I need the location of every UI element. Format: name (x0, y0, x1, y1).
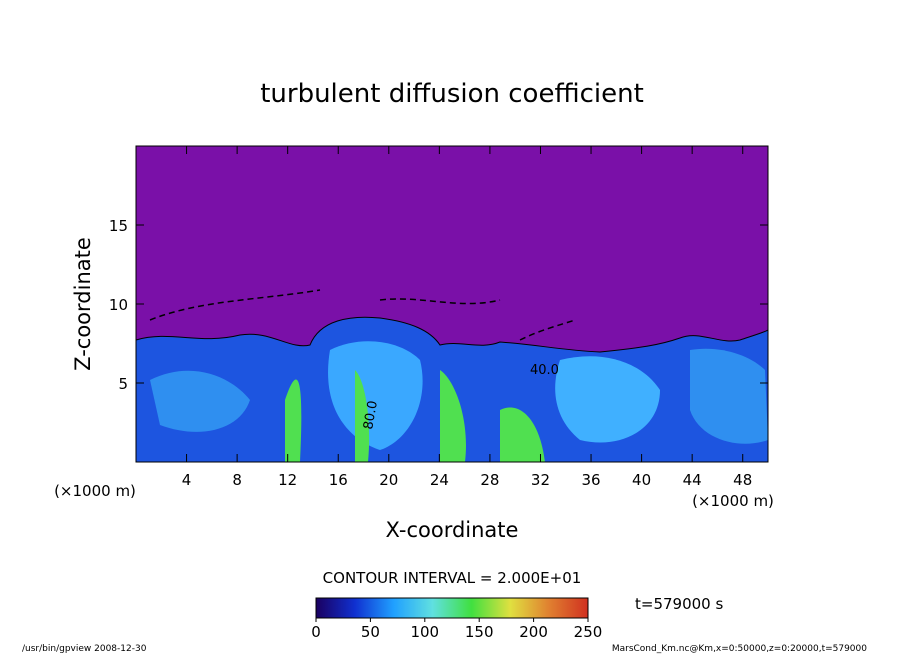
contour-interval: CONTOUR INTERVAL = 2.000E+01 (323, 569, 582, 587)
field-region (285, 370, 545, 462)
y-tick-label: 10 (109, 296, 128, 314)
x-tick-label: 44 (683, 471, 702, 489)
x-tick-label: 8 (232, 471, 242, 489)
x-axis-title: X-coordinate (386, 518, 519, 542)
footer-left: /usr/bin/gpview 2008-12-30 (22, 644, 147, 654)
x-unit-label: (×1000 m) (692, 492, 774, 510)
x-tick-label: 16 (329, 471, 348, 489)
field (135, 145, 769, 463)
x-tick-label: 36 (581, 471, 600, 489)
colorbar-tick-label: 100 (410, 623, 439, 641)
contour-label: 80.0 (361, 400, 381, 431)
x-tick-label: 40 (632, 471, 651, 489)
chart-title: turbulent diffusion coefficient (260, 79, 644, 109)
field-contour (149, 289, 576, 341)
x-tick-label: 48 (733, 471, 752, 489)
colorbar-tick-label: 250 (574, 623, 603, 641)
colorbar (315, 597, 589, 619)
contour-label: 40.0 (530, 363, 559, 378)
colorbar-tick-label: 150 (465, 623, 494, 641)
y-unit-label: (×1000 m) (54, 482, 136, 500)
x-tick-label: 4 (182, 471, 192, 489)
x-tick-label: 12 (278, 471, 297, 489)
colorbar-tick-label: 0 (311, 623, 321, 641)
x-tick-label: 20 (379, 471, 398, 489)
field-region (690, 348, 768, 444)
field-region (555, 356, 660, 443)
y-axis-title: Z-coordinate (71, 237, 95, 371)
field-region (150, 370, 250, 432)
y-tick-label: 5 (118, 375, 128, 393)
colorbar-tick-label: 50 (361, 623, 380, 641)
x-tick-label: 28 (480, 471, 499, 489)
field-region (328, 341, 423, 450)
x-tick-label: 32 (531, 471, 550, 489)
time-label: t=579000 s (635, 595, 723, 613)
y-tick-label: 15 (109, 217, 128, 235)
footer-right: MarsCond_Km.nc@Km,x=0:50000,z=0:20000,t=… (612, 644, 867, 654)
x-tick-label: 24 (430, 471, 449, 489)
colorbar-tick-label: 200 (519, 623, 548, 641)
